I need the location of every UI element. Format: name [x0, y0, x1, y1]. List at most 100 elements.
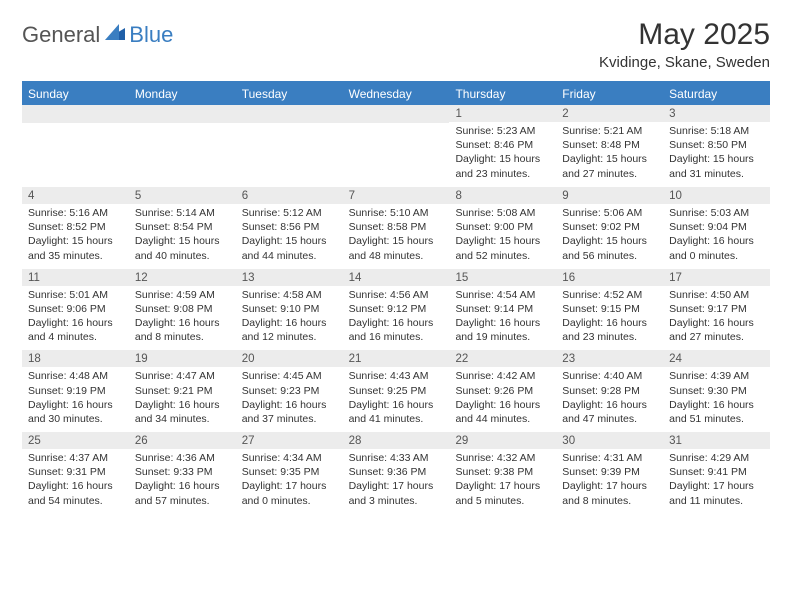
sunset-text: Sunset: 9:36 PM	[349, 465, 444, 479]
cell-body: Sunrise: 4:56 AMSunset: 9:12 PMDaylight:…	[343, 286, 450, 351]
daylight-text: Daylight: 17 hours and 0 minutes.	[242, 479, 337, 507]
sunset-text: Sunset: 9:38 PM	[455, 465, 550, 479]
calendar: Sunday Monday Tuesday Wednesday Thursday…	[22, 81, 770, 514]
sunset-text: Sunset: 9:17 PM	[669, 302, 764, 316]
sunset-text: Sunset: 8:58 PM	[349, 220, 444, 234]
day-header-sun: Sunday	[22, 83, 129, 105]
cell-body: Sunrise: 4:39 AMSunset: 9:30 PMDaylight:…	[663, 367, 770, 432]
cell-body: Sunrise: 5:18 AMSunset: 8:50 PMDaylight:…	[663, 122, 770, 187]
calendar-cell	[236, 105, 343, 187]
daylight-text: Daylight: 16 hours and 8 minutes.	[135, 316, 230, 344]
sunset-text: Sunset: 9:00 PM	[455, 220, 550, 234]
cell-body: Sunrise: 4:50 AMSunset: 9:17 PMDaylight:…	[663, 286, 770, 351]
cell-body: Sunrise: 4:45 AMSunset: 9:23 PMDaylight:…	[236, 367, 343, 432]
daylight-text: Daylight: 15 hours and 23 minutes.	[455, 152, 550, 180]
sunrise-text: Sunrise: 5:03 AM	[669, 206, 764, 220]
sunset-text: Sunset: 9:25 PM	[349, 384, 444, 398]
day-number: 15	[449, 269, 556, 286]
calendar-cell: 12Sunrise: 4:59 AMSunset: 9:08 PMDayligh…	[129, 269, 236, 351]
day-number: 30	[556, 432, 663, 449]
daylight-text: Daylight: 16 hours and 23 minutes.	[562, 316, 657, 344]
location-text: Kvidinge, Skane, Sweden	[599, 54, 770, 71]
calendar-cell: 23Sunrise: 4:40 AMSunset: 9:28 PMDayligh…	[556, 350, 663, 432]
cell-body: Sunrise: 5:23 AMSunset: 8:46 PMDaylight:…	[449, 122, 556, 187]
sunset-text: Sunset: 9:28 PM	[562, 384, 657, 398]
daylight-text: Daylight: 16 hours and 37 minutes.	[242, 398, 337, 426]
sunrise-text: Sunrise: 4:31 AM	[562, 451, 657, 465]
daylight-text: Daylight: 16 hours and 34 minutes.	[135, 398, 230, 426]
calendar-cell: 4Sunrise: 5:16 AMSunset: 8:52 PMDaylight…	[22, 187, 129, 269]
cell-body: Sunrise: 4:31 AMSunset: 9:39 PMDaylight:…	[556, 449, 663, 514]
sunrise-text: Sunrise: 5:08 AM	[455, 206, 550, 220]
logo-text-blue: Blue	[129, 22, 173, 48]
cell-body: Sunrise: 4:52 AMSunset: 9:15 PMDaylight:…	[556, 286, 663, 351]
daylight-text: Daylight: 15 hours and 35 minutes.	[28, 234, 123, 262]
day-number: 7	[343, 187, 450, 204]
sunrise-text: Sunrise: 5:23 AM	[455, 124, 550, 138]
calendar-cell: 5Sunrise: 5:14 AMSunset: 8:54 PMDaylight…	[129, 187, 236, 269]
sunrise-text: Sunrise: 5:14 AM	[135, 206, 230, 220]
cell-body: Sunrise: 5:21 AMSunset: 8:48 PMDaylight:…	[556, 122, 663, 187]
cell-body: Sunrise: 4:40 AMSunset: 9:28 PMDaylight:…	[556, 367, 663, 432]
cell-body: Sunrise: 4:59 AMSunset: 9:08 PMDaylight:…	[129, 286, 236, 351]
day-number: 16	[556, 269, 663, 286]
daylight-text: Daylight: 17 hours and 3 minutes.	[349, 479, 444, 507]
sunset-text: Sunset: 9:08 PM	[135, 302, 230, 316]
logo: General Blue	[22, 22, 173, 48]
day-number: 19	[129, 350, 236, 367]
calendar-cell: 14Sunrise: 4:56 AMSunset: 9:12 PMDayligh…	[343, 269, 450, 351]
sunrise-text: Sunrise: 4:56 AM	[349, 288, 444, 302]
daylight-text: Daylight: 16 hours and 19 minutes.	[455, 316, 550, 344]
sunrise-text: Sunrise: 4:59 AM	[135, 288, 230, 302]
cell-body: Sunrise: 4:33 AMSunset: 9:36 PMDaylight:…	[343, 449, 450, 514]
sunset-text: Sunset: 8:52 PM	[28, 220, 123, 234]
daylight-text: Daylight: 15 hours and 48 minutes.	[349, 234, 444, 262]
day-header-mon: Monday	[129, 83, 236, 105]
daylight-text: Daylight: 16 hours and 51 minutes.	[669, 398, 764, 426]
daylight-text: Daylight: 16 hours and 57 minutes.	[135, 479, 230, 507]
day-number	[129, 105, 236, 123]
cell-body: Sunrise: 5:10 AMSunset: 8:58 PMDaylight:…	[343, 204, 450, 269]
sunrise-text: Sunrise: 4:37 AM	[28, 451, 123, 465]
calendar-cell: 7Sunrise: 5:10 AMSunset: 8:58 PMDaylight…	[343, 187, 450, 269]
day-number: 27	[236, 432, 343, 449]
sunrise-text: Sunrise: 5:18 AM	[669, 124, 764, 138]
cell-body: Sunrise: 5:16 AMSunset: 8:52 PMDaylight:…	[22, 204, 129, 269]
sunrise-text: Sunrise: 5:12 AM	[242, 206, 337, 220]
calendar-cell: 18Sunrise: 4:48 AMSunset: 9:19 PMDayligh…	[22, 350, 129, 432]
daylight-text: Daylight: 17 hours and 5 minutes.	[455, 479, 550, 507]
day-number: 5	[129, 187, 236, 204]
sunrise-text: Sunrise: 4:32 AM	[455, 451, 550, 465]
day-number: 26	[129, 432, 236, 449]
cell-body	[236, 123, 343, 187]
calendar-cell: 28Sunrise: 4:33 AMSunset: 9:36 PMDayligh…	[343, 432, 450, 514]
calendar-cell: 24Sunrise: 4:39 AMSunset: 9:30 PMDayligh…	[663, 350, 770, 432]
day-header-sat: Saturday	[663, 83, 770, 105]
calendar-cell: 27Sunrise: 4:34 AMSunset: 9:35 PMDayligh…	[236, 432, 343, 514]
calendar-cell: 15Sunrise: 4:54 AMSunset: 9:14 PMDayligh…	[449, 269, 556, 351]
sunset-text: Sunset: 9:19 PM	[28, 384, 123, 398]
calendar-cell: 10Sunrise: 5:03 AMSunset: 9:04 PMDayligh…	[663, 187, 770, 269]
cell-body: Sunrise: 4:58 AMSunset: 9:10 PMDaylight:…	[236, 286, 343, 351]
day-number: 22	[449, 350, 556, 367]
daylight-text: Daylight: 15 hours and 27 minutes.	[562, 152, 657, 180]
sunset-text: Sunset: 9:10 PM	[242, 302, 337, 316]
cell-body: Sunrise: 4:54 AMSunset: 9:14 PMDaylight:…	[449, 286, 556, 351]
calendar-cell: 29Sunrise: 4:32 AMSunset: 9:38 PMDayligh…	[449, 432, 556, 514]
sunset-text: Sunset: 9:15 PM	[562, 302, 657, 316]
month-title: May 2025	[599, 18, 770, 52]
sunrise-text: Sunrise: 4:40 AM	[562, 369, 657, 383]
cell-body: Sunrise: 5:08 AMSunset: 9:00 PMDaylight:…	[449, 204, 556, 269]
calendar-cell: 19Sunrise: 4:47 AMSunset: 9:21 PMDayligh…	[129, 350, 236, 432]
calendar-cell: 6Sunrise: 5:12 AMSunset: 8:56 PMDaylight…	[236, 187, 343, 269]
sunset-text: Sunset: 9:26 PM	[455, 384, 550, 398]
day-number: 14	[343, 269, 450, 286]
day-number: 1	[449, 105, 556, 122]
day-header-tue: Tuesday	[236, 83, 343, 105]
daylight-text: Daylight: 16 hours and 54 minutes.	[28, 479, 123, 507]
logo-mark-icon	[105, 24, 125, 45]
day-number: 10	[663, 187, 770, 204]
sunset-text: Sunset: 9:02 PM	[562, 220, 657, 234]
calendar-cell: 2Sunrise: 5:21 AMSunset: 8:48 PMDaylight…	[556, 105, 663, 187]
sunrise-text: Sunrise: 4:54 AM	[455, 288, 550, 302]
